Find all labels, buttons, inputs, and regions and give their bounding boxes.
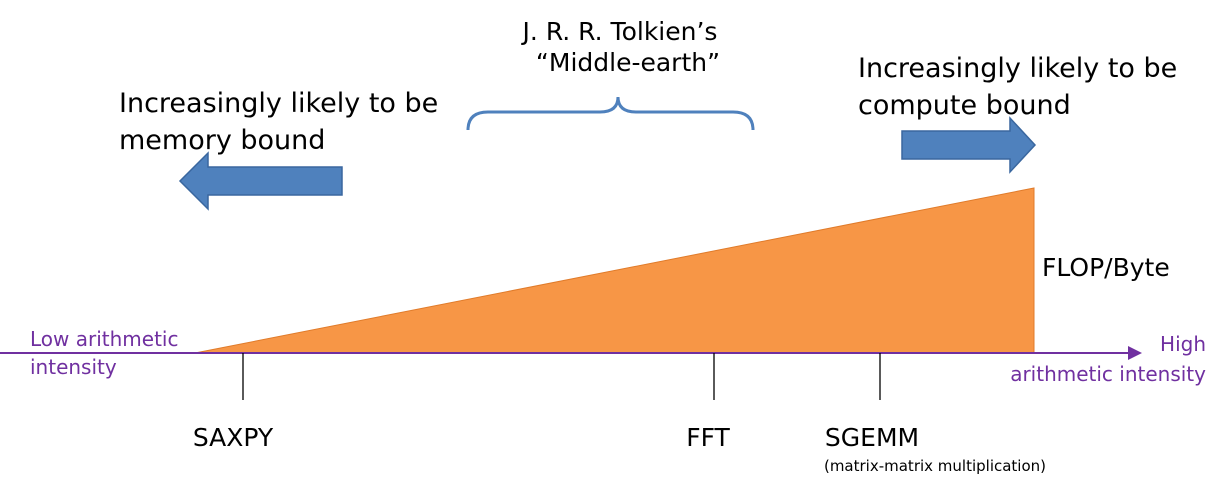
memory-bound-note-line1: Increasingly likely to be [119, 88, 438, 119]
sgemm-sublabel: (matrix-matrix multiplication) [824, 457, 1046, 475]
high-intensity-label-line2: arithmetic intensity [1010, 362, 1206, 386]
memory-bound-note-line2: memory bound [119, 125, 325, 156]
intensity-axis-arrowhead [1128, 346, 1142, 360]
right-arrow-icon [901, 116, 1037, 174]
middle-earth-label-line2: “Middle-earth” [536, 48, 720, 77]
flop-per-byte-label: FLOP/Byte [1042, 253, 1170, 282]
high-intensity-label-line1: High [1160, 332, 1206, 356]
sgemm-label: SGEMM [825, 423, 919, 452]
left-arrow-icon [178, 151, 343, 211]
compute-bound-note-line1: Increasingly likely to be [858, 53, 1177, 84]
saxpy-label: SAXPY [193, 423, 274, 452]
compute-bound-note-line2: compute bound [858, 90, 1071, 121]
fft-label: FFT [686, 423, 730, 452]
low-intensity-label-line1: Low arithmetic [30, 327, 178, 351]
middle-earth-label-line1: J. R. R. Tolkien’s [521, 17, 718, 46]
middle-earth-brace [466, 96, 755, 131]
low-intensity-label-line2: intensity [30, 355, 117, 379]
flop-per-byte-wedge [194, 187, 1035, 354]
